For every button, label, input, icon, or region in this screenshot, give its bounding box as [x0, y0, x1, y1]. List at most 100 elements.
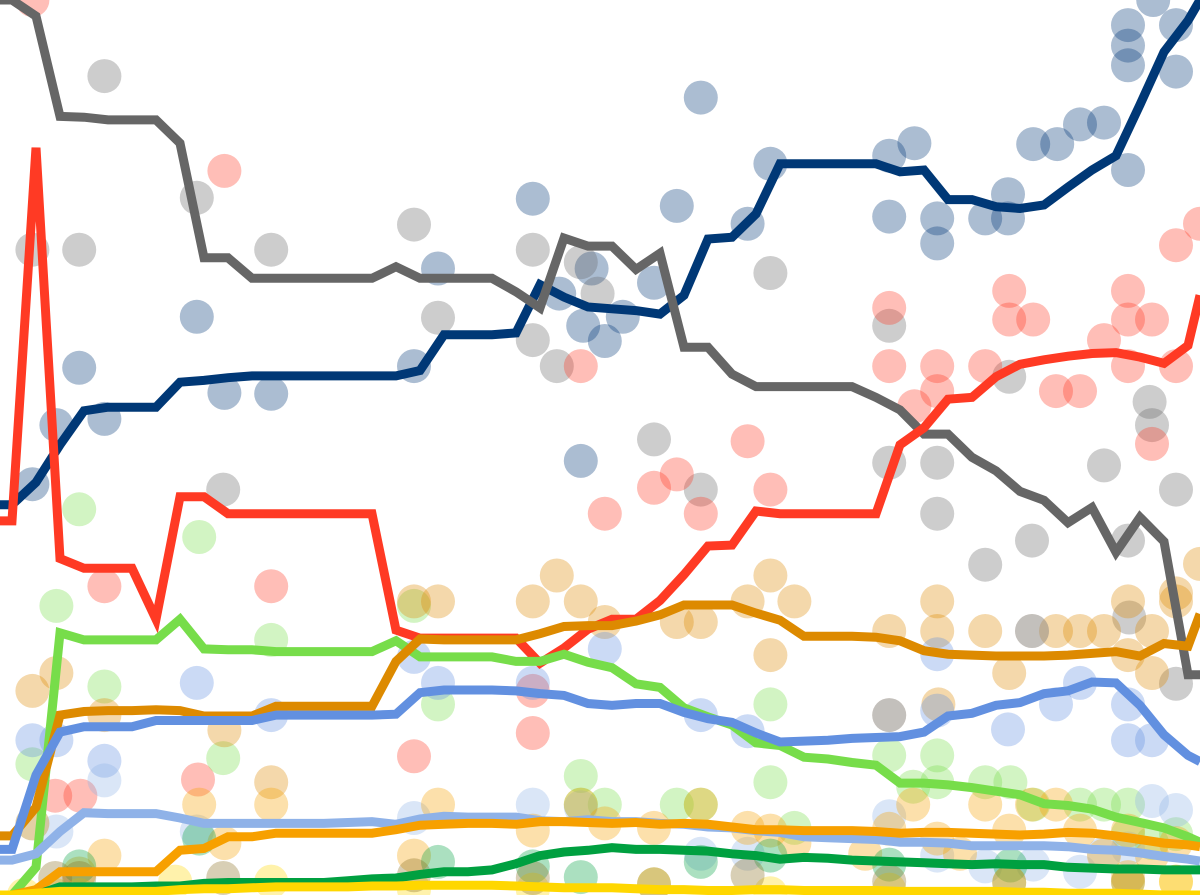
data-point-group-0-9	[515, 181, 550, 216]
data-point-group-0-24	[920, 201, 955, 236]
data-point-group-2-9	[637, 470, 671, 505]
data-point-group-0-39	[1159, 54, 1193, 89]
data-point-group-4-28	[1111, 584, 1145, 619]
data-point-group-1-22	[1015, 523, 1049, 558]
data-point-group-0-29	[1016, 127, 1051, 162]
data-point-group-2-17	[920, 349, 955, 384]
data-point-group-0-13	[587, 324, 622, 358]
data-point-group-3-15	[753, 765, 788, 800]
data-point-group-3-12	[659, 787, 694, 822]
data-point-group-2-7	[515, 716, 550, 750]
data-point-group-1-15	[753, 256, 788, 290]
series-line-9	[0, 880, 1200, 895]
data-point-group-2-26	[1111, 273, 1145, 308]
data-point-group-2-10	[659, 457, 694, 492]
series-line-5	[0, 677, 1200, 854]
data-point-group-3-10	[563, 759, 598, 793]
data-point-group-0-36	[1111, 8, 1145, 43]
data-point-group-6-16	[1135, 784, 1169, 818]
data-point-group-4-5	[397, 584, 431, 619]
data-point-group-1-10	[539, 349, 574, 384]
data-point-group-4-6	[421, 584, 455, 619]
data-point-group-4-15	[753, 638, 788, 673]
data-point-group-4-30	[1135, 656, 1169, 690]
data-point-group-4-22	[968, 614, 1003, 648]
data-point-group-0-32	[1087, 105, 1121, 140]
data-point-group-4-20	[920, 614, 955, 648]
data-point-group-1-18	[920, 445, 955, 480]
data-point-group-3-4	[182, 520, 217, 554]
data-point-group-0-4	[179, 299, 214, 334]
data-point-group-0-17	[659, 188, 694, 223]
data-point-group-0-10	[563, 443, 598, 478]
data-point-group-3-26	[1111, 787, 1145, 822]
data-point-group-4-7	[515, 584, 550, 619]
data-point-group-1-11	[563, 245, 598, 280]
data-point-group-2-24	[1063, 374, 1097, 409]
data-point-group-0-18	[683, 80, 718, 115]
data-point-group-1-19	[920, 496, 955, 531]
data-point-group-2-30	[1135, 426, 1169, 461]
data-point-group-3-3	[87, 669, 122, 704]
data-point-group-2-12	[730, 424, 765, 459]
series-line-4	[0, 600, 1200, 841]
data-point-group-0-33	[1111, 153, 1145, 187]
data-point-group-0-5	[207, 375, 242, 410]
data-point-group-1-20	[968, 547, 1003, 582]
data-point-group-7-18	[896, 787, 931, 822]
data-point-group-1-8	[515, 232, 550, 267]
scatter-points-layer	[7, 0, 1200, 895]
data-point-group-5-11	[872, 698, 907, 733]
data-point-group-5-18	[1111, 723, 1145, 758]
data-point-group-2-3	[254, 569, 289, 604]
data-point-group-4-25	[1039, 614, 1073, 648]
data-point-group-1-23	[1087, 448, 1121, 483]
data-point-group-2-11	[683, 496, 718, 531]
data-point-group-1-16	[872, 308, 907, 343]
data-point-group-3-7	[397, 588, 431, 623]
data-point-group-2-23	[1039, 374, 1073, 409]
data-point-group-3-13	[683, 787, 718, 822]
data-point-group-1-25	[1112, 600, 1147, 635]
data-point-group-1-28	[1159, 472, 1193, 507]
data-point-group-0-14	[574, 251, 609, 286]
data-point-group-4-0	[15, 673, 50, 708]
data-point-group-4-4	[254, 765, 289, 800]
data-point-group-0-34	[1111, 28, 1145, 63]
data-point-group-5-15	[1015, 614, 1049, 648]
data-point-group-2-15	[872, 349, 907, 384]
data-point-group-6-2	[87, 763, 122, 798]
data-point-group-2-22	[1016, 302, 1051, 337]
data-point-group-0-22	[872, 199, 907, 234]
series-line-3	[0, 612, 1200, 895]
data-point-group-2-8	[587, 496, 622, 531]
data-point-group-3-14	[753, 687, 788, 722]
data-point-group-4-16	[777, 584, 812, 619]
data-point-group-5-8	[587, 631, 622, 666]
data-point-group-3-19	[920, 738, 955, 773]
data-point-group-1-9	[515, 323, 550, 358]
data-point-group-0-37	[1136, 0, 1171, 17]
series-line-1	[0, 0, 1200, 680]
data-point-group-4-31	[1135, 614, 1169, 648]
data-point-group-1-27	[1135, 408, 1169, 443]
data-point-group-5-14	[991, 712, 1025, 747]
data-point-group-1-12	[580, 276, 615, 311]
data-point-group-2-5	[563, 349, 598, 384]
data-point-group-0-31	[1063, 107, 1097, 142]
series-line-7	[0, 817, 1200, 895]
data-point-group-0-38	[1159, 8, 1193, 43]
data-point-group-2-1	[207, 153, 242, 188]
data-point-group-2-14	[872, 290, 907, 325]
data-point-group-2-4	[397, 739, 431, 774]
data-point-group-2-21	[992, 302, 1027, 337]
data-point-group-7-12	[683, 787, 718, 822]
data-point-group-3-9	[563, 787, 598, 822]
data-point-group-1-26	[1132, 384, 1167, 419]
data-point-group-3-1	[39, 588, 74, 623]
data-point-group-2-34	[181, 762, 215, 797]
data-point-group-4-24	[1015, 614, 1049, 648]
data-point-group-4-23	[992, 656, 1027, 690]
data-point-group-6-9	[872, 799, 907, 834]
